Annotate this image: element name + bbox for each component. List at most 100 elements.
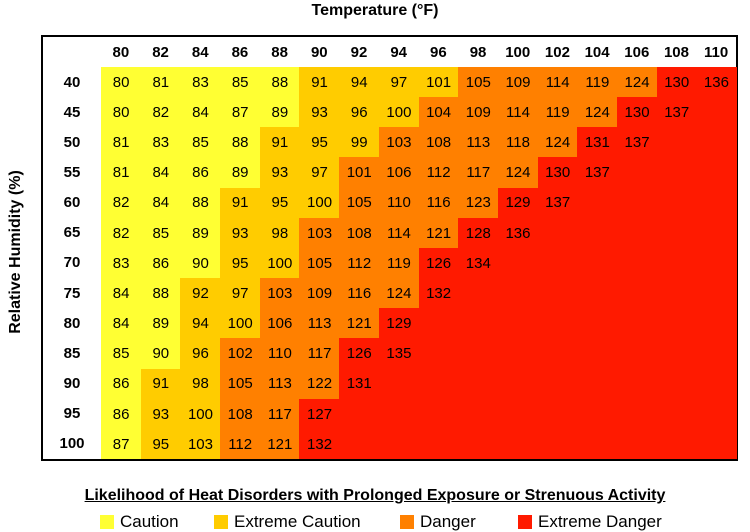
legend-item: Caution [100, 512, 179, 532]
heat-cell: 82 [101, 187, 142, 219]
heat-cell [339, 428, 380, 460]
heat-cell: 114 [497, 97, 539, 128]
heat-cell: 84 [101, 278, 142, 309]
heat-cell: 109 [299, 278, 340, 309]
row-header-70: 70 [63, 254, 81, 272]
legend-label: Caution [120, 512, 179, 531]
heat-cell [378, 368, 419, 400]
heat-cell: 130 [616, 97, 658, 128]
heat-cell: 95 [259, 187, 300, 219]
heat-cell: 103 [259, 278, 300, 309]
heat-cell: 84 [101, 308, 142, 339]
heat-cell: 101 [418, 67, 459, 98]
row-header-90: 90 [63, 375, 81, 393]
heat-cell [616, 338, 658, 370]
heat-cell: 103 [180, 428, 221, 460]
heat-cell: 121 [418, 217, 459, 249]
heat-cell [696, 247, 737, 279]
legend-label: Extreme Caution [234, 512, 361, 531]
row-header-50: 50 [63, 133, 81, 151]
heat-cell: 102 [220, 338, 261, 370]
heat-cell: 110 [378, 187, 419, 219]
heat-cell [497, 247, 539, 279]
heat-cell: 122 [299, 368, 340, 400]
heat-cell: 86 [140, 247, 181, 279]
heat-cell: 93 [259, 157, 300, 189]
heat-cell: 114 [537, 67, 578, 98]
legend-item: Extreme Caution [214, 512, 361, 532]
heat-cell: 104 [418, 97, 459, 128]
heat-cell [616, 308, 658, 339]
heat-cell: 119 [577, 67, 618, 98]
heat-cell: 94 [180, 308, 221, 339]
heat-cell: 96 [339, 97, 380, 128]
legend-swatch [518, 515, 532, 529]
heat-cell: 82 [140, 97, 181, 128]
heat-cell [537, 338, 578, 370]
heat-cell [696, 97, 737, 128]
heat-cell: 106 [378, 157, 419, 189]
heat-cell: 124 [497, 157, 539, 189]
heat-cell [577, 368, 618, 400]
heat-cell [696, 278, 737, 309]
heat-cell: 97 [378, 67, 419, 98]
legend-item: Danger [400, 512, 476, 532]
heat-cell: 113 [458, 127, 499, 158]
heat-cell: 103 [378, 127, 419, 158]
heat-cell [537, 398, 578, 430]
heat-cell: 100 [259, 247, 300, 279]
column-header-96: 96 [430, 43, 447, 61]
heat-cell: 129 [497, 187, 539, 219]
heat-cell: 83 [180, 67, 221, 98]
heat-cell: 137 [537, 187, 578, 219]
heat-cell [418, 338, 459, 370]
heat-cell: 105 [458, 67, 499, 98]
heat-cell: 137 [577, 157, 618, 189]
heat-cell [497, 308, 539, 339]
heat-cell: 121 [259, 428, 300, 460]
heat-cell: 119 [537, 97, 578, 128]
heat-cell [497, 338, 539, 370]
heat-cell: 90 [140, 338, 181, 370]
heat-cell: 123 [458, 187, 499, 219]
heat-cell: 110 [259, 338, 300, 370]
heat-cell: 131 [577, 127, 618, 158]
heat-cell [696, 338, 737, 370]
heat-cell: 136 [497, 217, 539, 249]
heat-cell: 131 [339, 368, 380, 400]
heat-cell [616, 217, 658, 249]
heat-cell [577, 338, 618, 370]
heat-cell: 85 [101, 338, 142, 370]
heat-cell: 136 [696, 67, 737, 98]
legend-swatch [214, 515, 228, 529]
row-header-40: 40 [63, 73, 81, 91]
legend-title: Likelihood of Heat Disorders with Prolon… [84, 487, 666, 504]
heat-cell [616, 398, 658, 430]
row-header-95: 95 [63, 405, 81, 423]
heat-cell: 84 [140, 187, 181, 219]
heat-cell: 124 [616, 67, 658, 98]
heat-cell [577, 187, 618, 219]
heat-cell [656, 428, 697, 460]
heat-cell: 95 [220, 247, 261, 279]
heat-cell [497, 278, 539, 309]
heat-cell: 103 [299, 217, 340, 249]
heat-cell: 117 [259, 398, 300, 430]
heat-cell [418, 428, 459, 460]
heat-cell: 81 [140, 67, 181, 98]
heat-cell: 101 [339, 157, 380, 189]
heat-cell: 132 [299, 428, 340, 460]
heat-cell [656, 157, 697, 189]
column-header-94: 94 [390, 43, 407, 61]
column-header-88: 88 [271, 43, 288, 61]
row-header-65: 65 [63, 224, 81, 242]
heat-cell: 95 [140, 428, 181, 460]
heat-cell [656, 247, 697, 279]
heat-cell: 127 [299, 398, 340, 430]
heat-cell: 113 [299, 308, 340, 339]
heat-cell: 97 [299, 157, 340, 189]
column-header-80: 80 [112, 43, 130, 61]
heat-cell: 129 [378, 308, 419, 339]
heat-cell [537, 308, 578, 339]
heat-cell: 93 [220, 217, 261, 249]
